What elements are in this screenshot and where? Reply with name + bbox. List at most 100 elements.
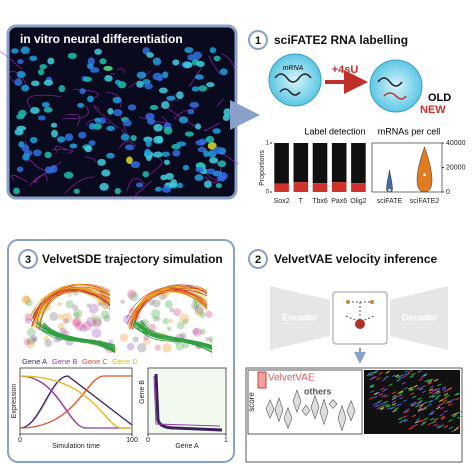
velocity-arrow [442,389,448,393]
velocity-arrow [435,406,441,410]
cell-dot [199,328,206,335]
velocity-arrow [428,395,434,398]
velocity-arrow [408,386,413,390]
velocity-arrow [427,378,433,382]
nucleus [83,76,92,82]
velocity-arrow [447,403,453,407]
velocity-arrow [368,396,374,400]
gene-curve [19,375,133,429]
trajectory [38,328,116,352]
neurite [132,180,152,200]
nucleus [43,79,54,86]
nucleus [44,151,52,159]
velocity-arrow [453,427,459,431]
nucleus [170,179,178,187]
gene-curve [19,375,132,429]
velocity-arrow [432,392,437,395]
nucleus [112,96,122,104]
nucleus [88,140,96,146]
step-number: 3 [25,254,31,266]
encoder-shape [270,286,330,350]
velocity-arrow [442,399,448,403]
nucleus [127,104,137,111]
velocity-arrow [438,399,444,402]
velocity-arrow [402,410,407,414]
velocity-arrow [442,396,448,400]
gene-curve [19,375,132,429]
nucleus [16,166,24,173]
nucleus [157,75,164,82]
cell-dot [128,291,139,302]
cell-dot [73,309,83,319]
y-axis-label: Gene B [139,380,146,404]
neurite [85,156,97,163]
velocity-arrow [427,403,433,407]
nucleus [161,185,172,193]
nucleus [149,104,159,111]
cell-dot [152,299,161,308]
trajectory [138,324,213,352]
cell-dot [92,315,103,326]
velocity-arrow [381,394,387,398]
velocity-arrow [429,412,435,416]
velocity-arrow [403,386,409,390]
old-label: OLD [428,92,451,104]
velocity-arrow [384,403,390,407]
gene-curve [19,375,132,429]
velocity-arrow [417,401,422,405]
velocity-arrow [373,404,379,408]
step-number: 1 [255,35,261,47]
trajectory [35,322,116,351]
nucleus [223,108,232,117]
velocity-arrow [380,387,385,391]
velocity-arrow [428,412,433,416]
step-badge [248,30,268,50]
neurite [106,91,122,108]
cell-dot [120,299,125,304]
velocity-arrow [412,402,418,406]
x-tick-label: Pax6 [331,198,347,205]
neurite [216,98,224,107]
x-tick-label: Tbx6 [312,198,328,205]
violin [265,399,275,419]
trajectory [38,290,111,327]
nucleus [163,159,170,165]
velocity-arrow [443,410,448,413]
trajectory [133,287,208,325]
cell-dot [32,337,38,343]
step-badge [18,249,38,269]
velocity-arrow [430,410,435,414]
nucleus [212,128,221,134]
new-bar [312,183,328,192]
neurite [118,141,137,150]
velocity-arrow [378,371,384,375]
velocity-arrow [434,397,439,400]
nucleus [222,114,230,121]
velocity-arrow [409,375,414,379]
velocity-arrow [384,375,389,379]
velocity-arrow [386,404,391,408]
y-tick-label: 40000 [446,140,466,147]
cell-dot [25,339,35,349]
cell-dot [63,317,70,325]
violin [386,169,393,193]
velocity-arrow [369,384,374,388]
nucleus [16,70,26,79]
x-tick-label: Sox2 [274,198,290,205]
y-tick-label: 0 [266,190,270,196]
method-label: VelvetVAE [268,373,315,384]
nucleus [43,106,53,113]
velocity-arrow [371,376,376,379]
velocity-arrow [375,391,381,395]
velocity-arrow [391,391,397,395]
velocity-arrow [436,391,441,395]
velocity-arrow [411,372,416,376]
new-bar [293,182,309,192]
velocity-arrow [388,383,393,387]
cell-dot [91,313,96,318]
velocity-arrow [383,388,388,392]
nucleus [67,52,77,60]
velocity-arrow [402,415,407,419]
cell-dot [205,337,210,342]
